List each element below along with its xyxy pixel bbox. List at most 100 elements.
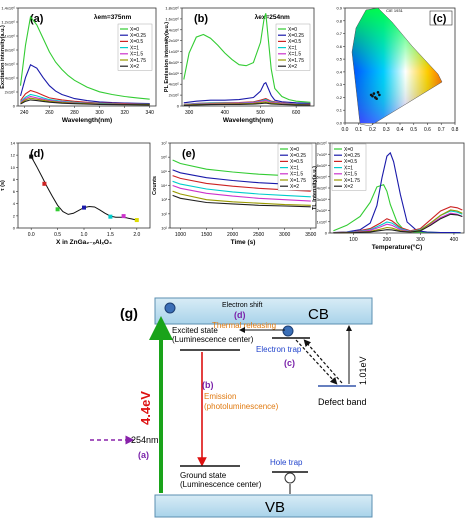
y-tick-label: 8x10⁵ (169, 60, 180, 65)
x-tick-label: 600 (292, 110, 301, 116)
y-tick-label: 6 (13, 189, 16, 194)
panel-label: (e) (182, 148, 196, 160)
panel-label: (a) (30, 13, 44, 25)
legend-entry: X=1 (344, 165, 353, 171)
x-tick-label: 2500 (253, 232, 264, 238)
panel-c: 0.0 0.1 0.2 0.3 0.4 0.5 0.6 0.7 0.8 0.0 0.1 0.2 0.3 0… (336, 6, 458, 134)
legend-entry: X=0.25 (290, 153, 306, 159)
y-tick-label: 10⁵ (161, 169, 167, 174)
legend-entry: X=0 (290, 147, 299, 153)
y-tick-label: 2x10⁶ (317, 208, 328, 213)
data-point (82, 205, 86, 210)
emission-label: Emission (204, 392, 236, 401)
a-label: (a) (138, 450, 149, 460)
chart-panels: 240 260 280 300 320 34002x10⁵4x10⁵6x10⁵8x10⁵1… (0, 6, 465, 251)
y-tick-label: 1x10⁶ (317, 219, 328, 224)
x-tick-label: 320 (120, 110, 129, 116)
y-tick-label: 4x10⁵ (5, 76, 16, 81)
cie-locus (351, 7, 443, 127)
y-tick-label: 5x10⁶ (317, 174, 328, 179)
data-point (29, 154, 34, 159)
y-tick-label: 14 (11, 141, 16, 146)
annotation-label: λem=375nm (94, 13, 132, 21)
legend-entry: X=1.5 (290, 172, 303, 178)
photoluminescence-label: (photoluminescence) (204, 402, 279, 411)
series-line (19, 64, 150, 105)
nm-254-label: 254nm (131, 435, 159, 445)
x-tick-label: 1.5 (107, 232, 114, 238)
data-point (42, 181, 47, 186)
annotation-label: λex=254nm (255, 13, 290, 21)
legend-entry: X=1.75 (290, 178, 306, 184)
y-tick-label: 0.7 (336, 31, 342, 36)
y-axis-label: τ̅ (s) (0, 180, 6, 191)
panel-label: (c) (433, 13, 447, 25)
legend-entry: X=2 (288, 64, 297, 70)
defect-to-trap-arrow (303, 339, 343, 384)
excited-state-label: Excited state (172, 326, 218, 335)
y-tick-label: 10¹ (161, 226, 167, 231)
series-line (183, 13, 311, 103)
ev-101-label: 1.01eV (358, 356, 368, 385)
y-tick-label: 0 (325, 231, 328, 236)
x-tick-label: 1000 (175, 232, 186, 238)
y-tick-label: 1x10⁶ (169, 49, 180, 54)
y-axis-label: Counts (152, 176, 158, 195)
y-tick-label: 12 (11, 153, 16, 158)
legend-entry: X=1.5 (344, 172, 357, 178)
data-point (134, 218, 139, 223)
x-axis-label: Wavelength(nm) (223, 117, 273, 124)
x-tick-label: 400 (221, 110, 230, 116)
y-tick-label: 1.2x10⁶ (165, 38, 179, 43)
series-line (333, 206, 463, 234)
series-line (20, 99, 150, 106)
y-tick-label: 6x10⁵ (169, 71, 180, 76)
chromaticity-point (376, 91, 380, 94)
legend-entry: X=1.75 (344, 178, 360, 184)
legend-entry: X=1.75 (288, 58, 304, 64)
y-tick-label: 4x10⁵ (169, 82, 180, 87)
y-tick-label: 7x10⁶ (317, 152, 328, 157)
x-tick-label: 260 (45, 110, 54, 116)
x-tick-label: 0.1 (355, 127, 362, 133)
x-tick-label: 3000 (279, 232, 290, 238)
legend-entry: X=1.75 (130, 58, 146, 64)
x-tick-label: 0.0 (28, 232, 35, 238)
series-line (333, 210, 463, 234)
panel-e: 1000 1500 2000 2500 3000 3500 10¹ 10² 10³ 10⁴ 10⁵ 1… (152, 141, 317, 247)
y-tick-label: 8 (13, 177, 16, 182)
series-line (172, 180, 311, 198)
x-tick-label: 500 (256, 110, 265, 116)
ev-44-label: 4.4eV (138, 391, 153, 425)
panel-label: (b) (194, 13, 208, 25)
y-tick-label: 1.2x10⁶ (1, 20, 15, 25)
y-tick-label: 1.6x10⁶ (165, 16, 179, 21)
x-tick-label: 280 (70, 110, 79, 116)
y-tick-label: 10⁷ (161, 141, 167, 146)
y-tick-label: 0.0 (336, 121, 342, 126)
x-tick-label: 3500 (305, 232, 316, 238)
x-tick-label: 0.5 (410, 127, 417, 133)
y-tick-label: 1.4x10⁶ (1, 6, 15, 11)
thermal-releasing-label: Thermal releasing (212, 321, 276, 330)
x-tick-label: 0.7 (438, 127, 445, 133)
panel-f: 100 200 300 400 0 1x10⁶ 2x10⁶ 3x10⁶ 4x10⁶ 5x10⁶ 6x… (312, 141, 465, 251)
valence-band (154, 494, 373, 518)
legend-entry: X=0.5 (344, 159, 357, 165)
chromaticity-point (369, 93, 373, 97)
panel-label-g: (g) (120, 305, 138, 321)
series-line (333, 213, 463, 234)
b-label: (b) (202, 380, 214, 390)
y-tick-label: 1x10⁶ (5, 34, 16, 39)
y-tick-label: 1.8x10⁶ (165, 6, 179, 11)
y-tick-label: 10³ (161, 197, 167, 202)
y-tick-label: 0 (177, 104, 180, 109)
defect-band-label: Defect band (318, 397, 367, 407)
y-tick-label: 10⁶ (161, 155, 167, 160)
x-tick-label: 0.6 (424, 127, 431, 133)
x-tick-label: 0.2 (369, 127, 376, 133)
y-tick-label: 0.9 (336, 6, 342, 11)
fit-curve (30, 156, 137, 221)
x-tick-label: 1500 (201, 232, 212, 238)
y-tick-label: 2 (13, 213, 16, 218)
